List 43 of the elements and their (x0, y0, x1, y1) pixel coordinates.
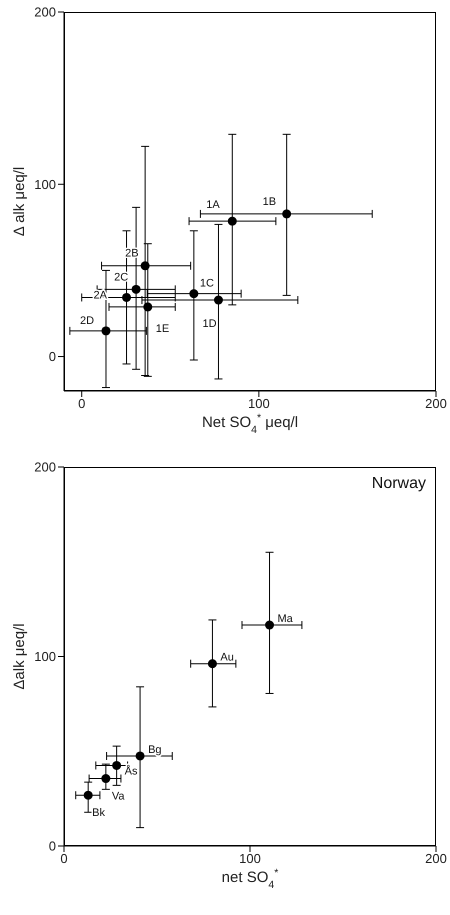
annotation: 1C (200, 278, 214, 290)
point (143, 302, 152, 312)
annotation: 2D (80, 314, 94, 327)
x-tick-label: 0 (78, 396, 86, 412)
point (282, 209, 292, 218)
annotation: Ås (124, 764, 138, 778)
point (122, 292, 132, 302)
x-tick-label: 100 (248, 396, 270, 412)
annotation: 1D (202, 318, 217, 330)
point (112, 760, 122, 770)
y-tick-label: 0 (48, 838, 56, 854)
annotation: 1A (206, 199, 220, 212)
y-tick-label: 200 (34, 460, 56, 475)
point (189, 289, 198, 298)
point (136, 751, 145, 760)
y-axis-title: Δ alk μeq/l (11, 166, 28, 236)
annotation: 1E (156, 322, 170, 335)
point (208, 659, 217, 668)
y-axis-title: Δalk μeq/l (11, 623, 28, 690)
annotation: 1B (262, 196, 276, 208)
annotation: Va (112, 790, 126, 802)
x-tick-label: 200 (425, 851, 447, 866)
x-tick-label: 0 (60, 851, 68, 866)
point (84, 790, 93, 800)
y-tick-label: 100 (34, 176, 56, 192)
y-tick-label: 0 (48, 349, 56, 364)
y-tick-label: 100 (34, 649, 56, 664)
annotation: Bk (92, 807, 106, 820)
point (101, 774, 110, 784)
annotation: Au (220, 652, 234, 664)
point (132, 284, 141, 294)
point (214, 296, 223, 305)
point (101, 326, 110, 336)
annotation: Ma (278, 612, 294, 625)
point (265, 620, 274, 630)
point (228, 216, 237, 226)
point (140, 261, 150, 270)
annotation: Norway (372, 475, 426, 493)
annotation: Bg (148, 744, 162, 756)
x-tick-label: 200 (425, 396, 447, 412)
x-axis-title: Net SO$_{4}$$^{*}$ μeq/l (202, 412, 298, 436)
x-tick-label: 100 (239, 851, 261, 866)
y-tick-label: 200 (34, 4, 56, 20)
